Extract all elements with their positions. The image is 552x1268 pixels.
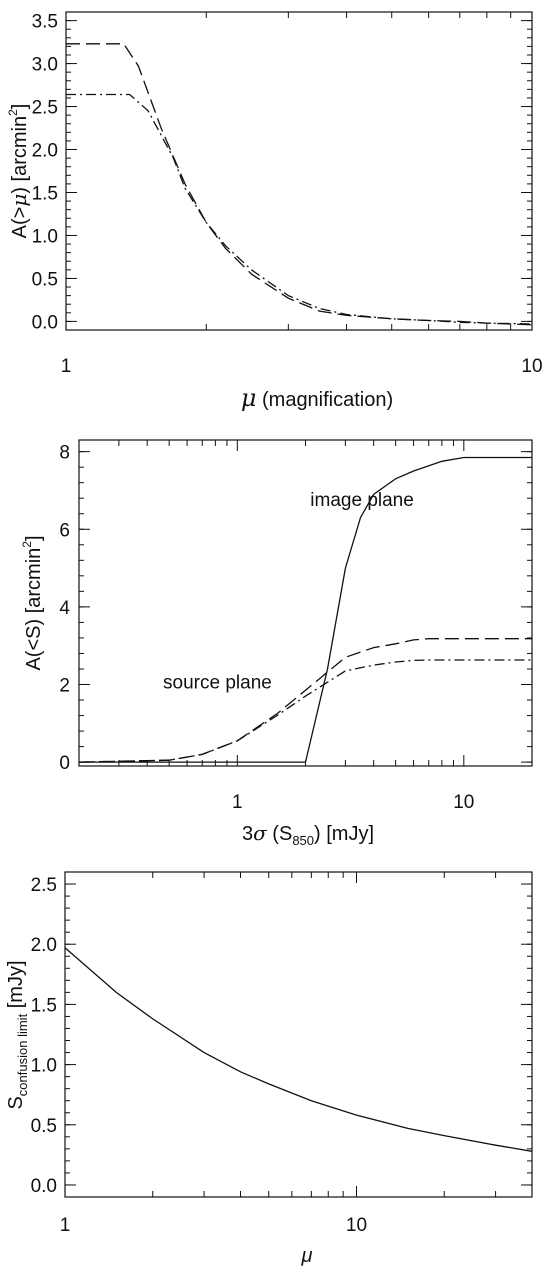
y-tick-label: 2.0: [31, 935, 57, 956]
annotations: image plane source plane: [163, 490, 414, 693]
series-layer: [79, 456, 532, 763]
series-line-dashed: [66, 43, 532, 326]
series-line-dashdot: [79, 659, 532, 763]
y-axis-label: A(<S) [arcmin2]: [20, 535, 45, 670]
y-tick-label: 0: [59, 753, 70, 774]
x-axis-label: 3σ (S850) [mJy]: [242, 821, 374, 848]
plot-frame: [65, 11, 533, 331]
y-axis-label: A(>μ) [arcmin2]: [6, 104, 31, 239]
y-tick-label: 2.5: [31, 875, 57, 896]
x-ticks: 1 10: [60, 872, 533, 1236]
x-tick-label: 10: [346, 1215, 367, 1236]
y-tick-label: 2: [59, 676, 70, 697]
y-tick-label: 1.0: [32, 226, 58, 247]
y-tick-label: 0.0: [32, 312, 58, 333]
y-tick-label: 3.0: [32, 55, 58, 76]
plot-frame: [64, 871, 533, 1198]
y-tick-label: 2.5: [32, 98, 58, 119]
y-tick-label: 3.5: [32, 12, 58, 33]
y-tick-label: 6: [59, 520, 70, 541]
y-ticks: 0.0 0.5 1.0 1.5 2.0 2.5: [31, 871, 532, 1198]
x-tick-label: 10: [453, 792, 474, 813]
annotation-label: image plane: [310, 490, 414, 511]
y-tick-label: 2.0: [32, 141, 58, 162]
y-tick-label: 1.5: [32, 183, 58, 204]
y-tick-label: 8: [59, 443, 70, 464]
y-tick-label: 0.5: [31, 1116, 57, 1137]
y-tick-label: 1.5: [31, 995, 57, 1016]
x-tick-label: 1: [232, 792, 243, 813]
panel-middle-area-vs-flux: 1 10 0 2 4 6 8 image plane source plane 3σ (S8…: [20, 439, 533, 848]
y-tick-label: 0.5: [32, 269, 58, 290]
panel-bottom-confusion-limit: 1 10 0.0 0.5 1.0 1.5 2.0 2.5 μ Sconfusion limi…: [5, 871, 533, 1267]
x-tick-label: 10: [521, 356, 542, 377]
series-line-dashdot: [66, 93, 532, 325]
y-tick-label: 0.0: [31, 1176, 57, 1197]
x-ticks: 1 10: [61, 12, 543, 377]
annotation-label: source plane: [163, 672, 272, 693]
x-axis-label: μ: [301, 1245, 313, 1267]
series-layer: [66, 43, 532, 326]
x-ticks: 1 10: [78, 440, 533, 813]
series-line-solid: [65, 947, 532, 1152]
series-layer: [65, 947, 532, 1152]
x-axis-label: μ (magnification): [241, 384, 393, 412]
series-line-dashed: [79, 638, 532, 763]
y-ticks: 0.0 0.5 1.0 1.5 2.0 2.5 3.0 3.5: [32, 11, 532, 333]
y-tick-label: 4: [59, 598, 70, 619]
y-tick-label: 1.0: [31, 1056, 57, 1077]
series-line-solid: [79, 456, 532, 763]
x-tick-label: 1: [60, 1215, 71, 1236]
y-ticks: 0 2 4 6 8: [59, 443, 532, 774]
plot-frame: [78, 439, 533, 767]
panel-top-area-vs-magnification: 1 10 0.0 0.5 1.0 1.5 2.0 2.5 3.0 3.5 μ (magnific…: [6, 11, 543, 412]
x-tick-label: 1: [61, 356, 72, 377]
y-axis-label: Sconfusion limit [mJy]: [5, 960, 30, 1109]
